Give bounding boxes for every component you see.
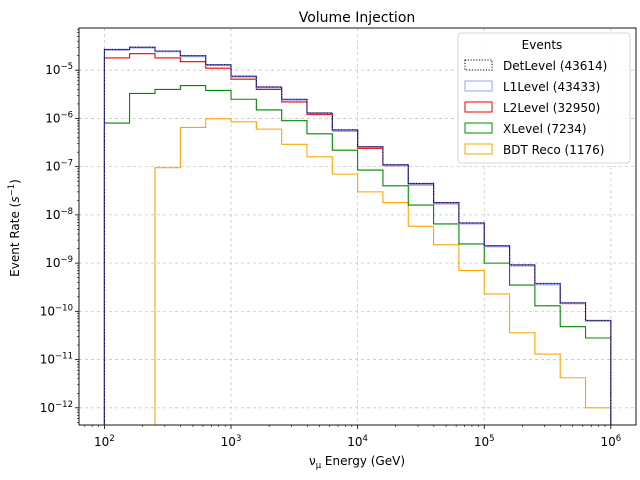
legend-swatch — [464, 101, 493, 113]
legend-label: DetLevel (43614) — [503, 59, 607, 73]
y-tick-label: 10−10 — [40, 303, 73, 318]
legend: Events DetLevel (43614) L1Level (43433) L2L… — [457, 32, 631, 164]
legend-swatch — [464, 143, 493, 155]
x-tick-label: 102 — [94, 434, 115, 449]
series-4-steps — [154, 118, 612, 425]
y-tick-label: 10−11 — [40, 352, 73, 367]
y-tick-label: 10−6 — [45, 110, 73, 125]
x-tick-label: 103 — [221, 434, 242, 449]
y-tick-label: 10−12 — [40, 400, 73, 415]
legend-swatch — [464, 80, 493, 92]
legend-label: XLevel (7234) — [503, 122, 587, 136]
x-axis-label: νμ Energy (GeV) — [309, 454, 405, 471]
legend-label: L1Level (43433) — [503, 80, 600, 94]
x-tick-label: 105 — [474, 434, 495, 449]
series-0-steps — [103, 46, 612, 425]
y-tick-label: 10−5 — [45, 62, 73, 77]
legend-swatch — [464, 59, 493, 71]
y-axis-label: Event Rate (s−1) — [7, 179, 22, 277]
legend-label: BDT Reco (1176) — [503, 143, 604, 157]
legend-label: L2Level (32950) — [503, 101, 600, 115]
legend-swatch — [464, 122, 493, 134]
axes: 102 103 104 105 106 10−12 10−11 10−10 10−9 10−8 10… — [40, 29, 621, 449]
series-0-steps-overlay — [103, 46, 612, 425]
y-tick-label: 10−9 — [45, 255, 73, 270]
legend-box — [457, 32, 631, 164]
chart-title: Volume Injection — [299, 10, 416, 26]
y-tick-label: 10−7 — [45, 159, 73, 174]
plot-area — [103, 46, 612, 425]
x-tick-label: 106 — [600, 434, 621, 449]
series-3-steps — [103, 85, 612, 425]
y-tick-label: 10−8 — [45, 207, 73, 222]
legend-title: Events — [522, 38, 563, 52]
x-tick-label: 104 — [347, 434, 368, 449]
